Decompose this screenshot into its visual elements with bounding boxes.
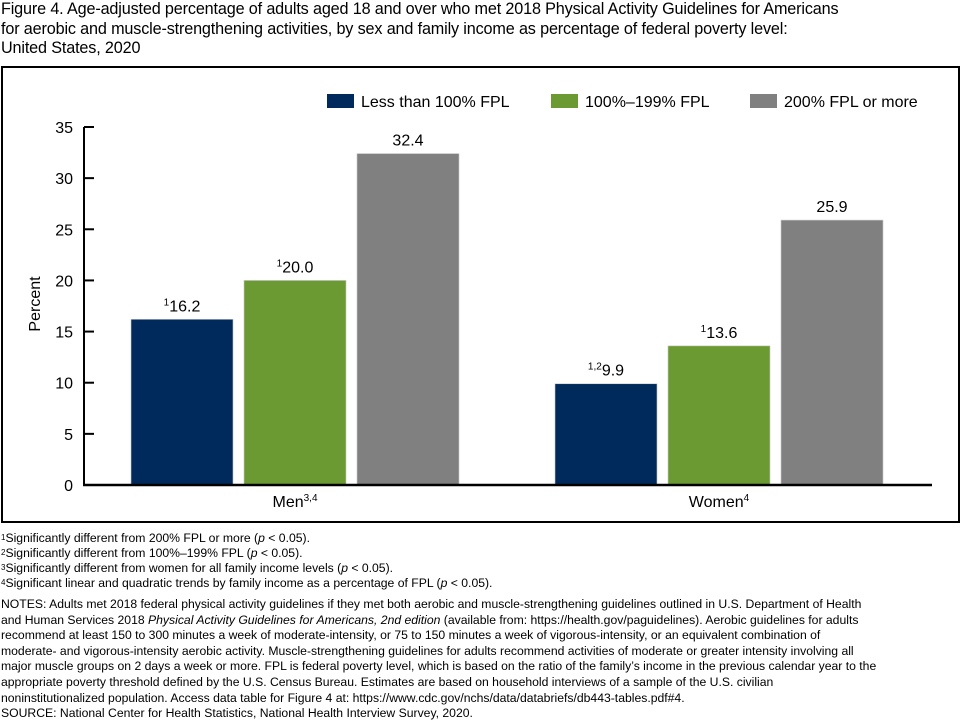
- bar-value-label: 32.4: [392, 133, 423, 150]
- notes-line-5: major muscle groups on 2 days a week or …: [1, 659, 877, 674]
- bar-men-2: [243, 280, 347, 486]
- x-axis: Men3,4 Women4: [83, 483, 932, 511]
- notes-line-2: and Human Services 2018 Physical Activit…: [1, 613, 959, 629]
- title-line-2: for aerobic and muscle-strengthening act…: [1, 19, 788, 38]
- bars-group: [130, 153, 884, 486]
- y-axis: 0 5 10 15 20 25 30 35: [55, 120, 94, 495]
- notes-line-4: moderate- and vigorous-intensity aerobic…: [1, 643, 854, 658]
- chart-frame: [1, 66, 960, 523]
- bar-value: 13.6: [706, 325, 737, 342]
- significance-superscript: 1: [164, 297, 170, 308]
- legend-item: Less than 100% FPL: [327, 94, 510, 111]
- footnote-mark: 1: [1, 533, 6, 542]
- x-category-label-women: Women4: [689, 493, 750, 511]
- y-axis-label: Percent: [27, 276, 44, 332]
- footnote-mark: 2: [1, 548, 6, 558]
- y-tick-label: 5: [64, 427, 73, 444]
- bar-women-3: [780, 219, 884, 486]
- notes-guidelines-title: Physical Activity Guidelines for America…: [148, 612, 441, 627]
- legend: Less than 100% FPL 100%–199% FPL 200% FPL …: [327, 94, 918, 111]
- bar-value: 9.9: [602, 363, 624, 380]
- significance-superscript: 1,2: [588, 362, 602, 373]
- bar-value-label: 1,29.9: [588, 362, 624, 380]
- bar-value: 20.0: [282, 259, 313, 276]
- bar-women-1: [554, 383, 658, 486]
- footnote-3: 3Significantly different from women for …: [1, 561, 394, 576]
- figure-title: Figure 4. Age-adjusted percentage of adu…: [1, 0, 959, 59]
- bar-value-label: 113.6: [701, 324, 738, 342]
- notes-line-3: recommend at least 150 to 300 minutes a …: [1, 628, 821, 643]
- notes-line-1: NOTES: Adults met 2018 federal physical …: [1, 597, 862, 611]
- footnote-mark: 4: [1, 578, 6, 588]
- notes-line-2-post: (available from: https://health.gov/pagu…: [440, 612, 859, 627]
- bar-value-label: 116.2: [164, 297, 201, 315]
- y-tick-label: 20: [55, 273, 73, 290]
- title-line-3: United States, 2020: [1, 39, 141, 57]
- legend-label: 100%–199% FPL: [585, 94, 710, 111]
- significance-superscript: 1: [277, 258, 283, 269]
- x-category-label-men: Men3,4: [272, 493, 317, 511]
- significance-superscript: 1: [701, 324, 707, 335]
- category-superscript: 4: [744, 493, 750, 504]
- y-tick-label: 0: [64, 478, 73, 495]
- footnote-1: 1Significantly different from 200% FPL o…: [1, 531, 310, 545]
- bar-value-label: 120.0: [277, 258, 314, 276]
- legend-swatch: [551, 94, 578, 108]
- legend-label: Less than 100% FPL: [361, 94, 510, 111]
- legend-item: 200% FPL or more: [750, 94, 918, 111]
- y-tick-label: 30: [55, 171, 73, 188]
- category-superscript: 3,4: [304, 493, 318, 504]
- notes-line-6: appropriate poverty threshold defined by…: [1, 674, 774, 689]
- bar-value-label: 25.9: [816, 199, 847, 216]
- bar-men-3: [356, 153, 460, 486]
- y-tick-label: 15: [55, 325, 73, 342]
- footnote-2: 2Significantly different from 100%–199% …: [1, 546, 303, 561]
- notes-line-2-pre: and Human Services 2018: [1, 612, 149, 627]
- notes-line-7: noninstitutionalized population. Access …: [1, 690, 685, 705]
- footnotes: 1Significantly different from 200% FPL o…: [1, 531, 959, 591]
- legend-swatch: [750, 94, 777, 108]
- bar-chart: Less than 100% FPL 100%–199% FPL 200% FPL …: [27, 94, 932, 511]
- notes: NOTES: Adults met 2018 federal physical …: [1, 597, 959, 722]
- footnote-4: 4Significant linear and quadratic trends…: [1, 576, 493, 591]
- bar-women-2: [667, 345, 771, 486]
- bar-men-1: [130, 318, 234, 486]
- title-line-1: Figure 4. Age-adjusted percentage of adu…: [1, 0, 839, 18]
- legend-swatch: [327, 94, 354, 108]
- legend-item: 100%–199% FPL: [551, 94, 710, 111]
- y-tick-label: 25: [55, 222, 73, 239]
- bar-value: 16.2: [169, 298, 200, 315]
- y-tick-label: 10: [55, 376, 73, 393]
- footnote-mark: 3: [1, 563, 6, 573]
- source-line: SOURCE: National Center for Health Stati…: [1, 706, 473, 721]
- y-tick-label: 35: [55, 120, 73, 137]
- legend-label: 200% FPL or more: [784, 94, 918, 111]
